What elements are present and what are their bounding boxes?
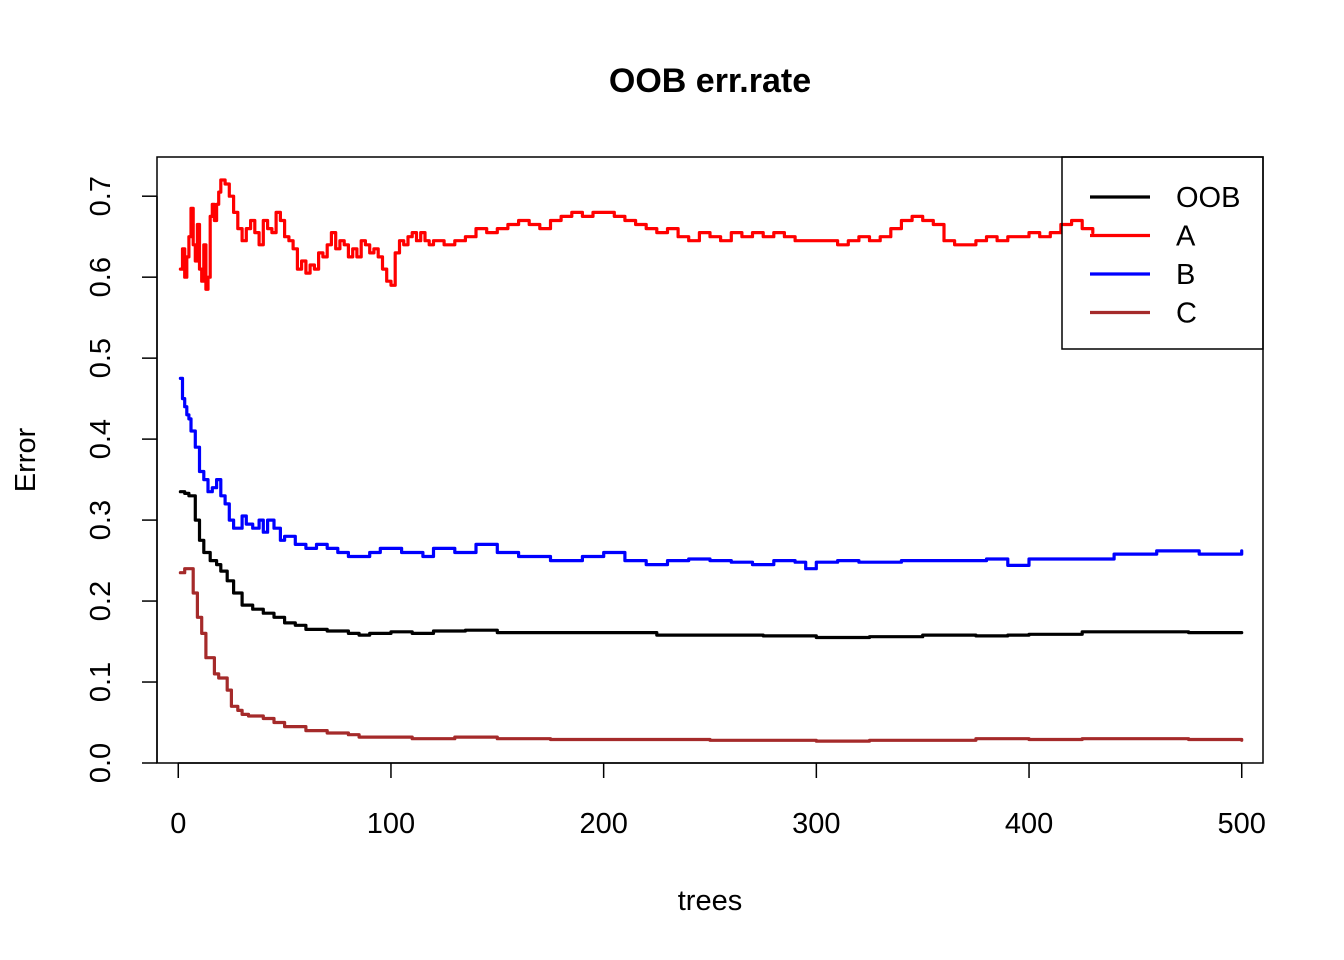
legend: OOB ABC — [1061, 156, 1264, 350]
legend-label-a: A — [1176, 221, 1196, 253]
legend-label-b: B — [1176, 259, 1195, 291]
y-tick-label: 0.1 — [85, 662, 117, 702]
y-tick-label: 0.3 — [85, 500, 117, 540]
y-tick-label: 0.5 — [85, 338, 117, 378]
x-tick-label: 0 — [170, 808, 186, 840]
y-axis: 0.0 0.1 0.2 0.3 0.4 0.5 0.6 0.7 — [85, 176, 158, 783]
x-tick-label: 100 — [367, 808, 415, 840]
series-line-a — [178, 178, 1095, 291]
legend-label-c: C — [1176, 298, 1197, 330]
x-tick-label: 500 — [1218, 808, 1266, 840]
series-line-b — [178, 376, 1244, 571]
x-axis: 0 100 200 300 400 500 — [170, 762, 1266, 840]
series-line-oob — [178, 490, 1244, 640]
chart-title: OOB err.rate — [609, 62, 811, 100]
x-tick-label: 200 — [579, 808, 627, 840]
y-axis-label: Error — [10, 427, 42, 492]
x-tick-label: 400 — [1005, 808, 1053, 840]
series-layer — [178, 178, 1244, 743]
y-tick-label: 0.6 — [85, 257, 117, 297]
x-tick-label: 300 — [792, 808, 840, 840]
legend-box — [1061, 156, 1264, 350]
y-tick-label: 0.0 — [85, 743, 117, 783]
y-tick-label: 0.2 — [85, 581, 117, 621]
x-axis-label: trees — [678, 885, 742, 917]
y-tick-label: 0.7 — [85, 176, 117, 216]
y-tick-label: 0.4 — [85, 419, 117, 459]
plot-frame — [156, 156, 1264, 764]
series-line-c — [178, 567, 1244, 743]
legend-label-oob: OOB — [1176, 182, 1240, 214]
